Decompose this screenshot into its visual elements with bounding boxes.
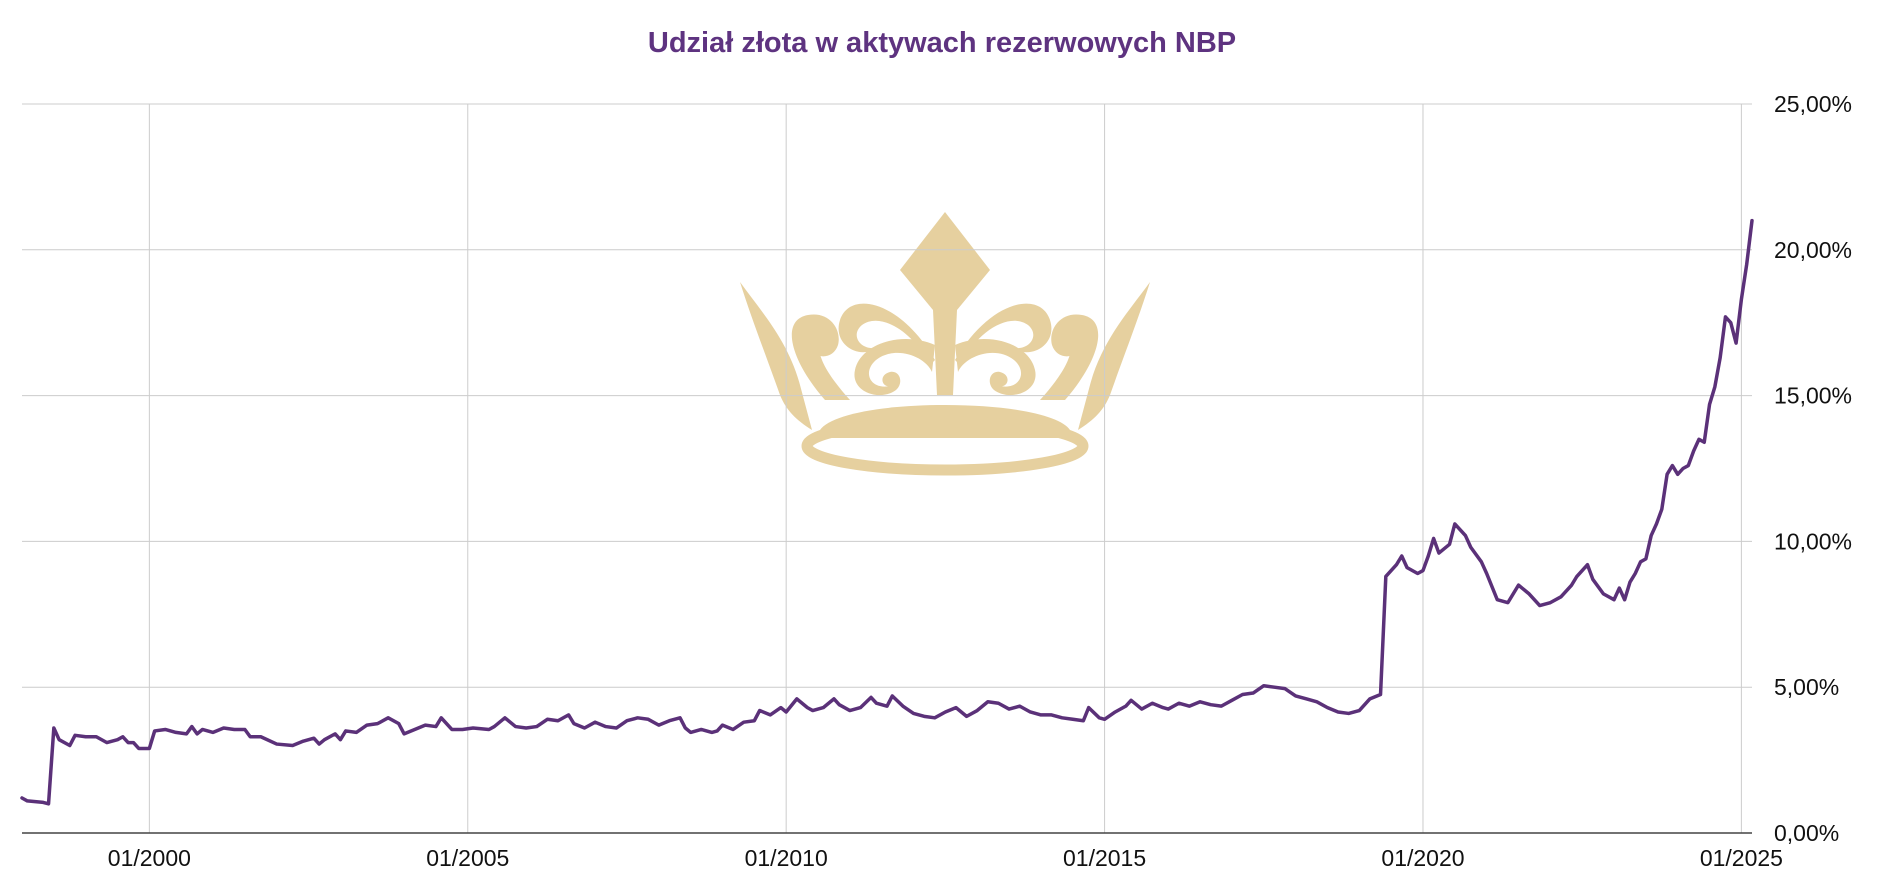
x-tick-label: 01/2020 <box>1381 845 1464 871</box>
y-tick-label: 20,00% <box>1774 237 1852 263</box>
y-tick-label: 10,00% <box>1774 528 1852 554</box>
x-tick-label: 01/2000 <box>108 845 191 871</box>
series <box>20 218 1754 806</box>
chart-title: Udział złota w aktywach rezerwowych NBP <box>648 27 1236 59</box>
y-tick-label: 5,00% <box>1774 674 1839 700</box>
x-axis: 01/2000 01/2005 01/2010 01/2015 01/2020 01/20… <box>22 832 1783 871</box>
y-axis: 0,00% 5,00% 10,00% 15,00% 20,00% 25,00% <box>1774 91 1852 846</box>
x-tick-label: 01/2015 <box>1063 845 1146 871</box>
x-tick-label: 01/2010 <box>745 845 828 871</box>
series-line <box>20 218 1754 806</box>
y-tick-label: 15,00% <box>1774 383 1852 409</box>
gridlines <box>22 103 1752 833</box>
x-tick-label: 01/2025 <box>1700 845 1783 871</box>
crown-icon <box>740 212 1150 476</box>
x-tick-label: 01/2005 <box>426 845 509 871</box>
y-tick-label: 0,00% <box>1774 820 1839 846</box>
y-tick-label: 25,00% <box>1774 91 1852 117</box>
